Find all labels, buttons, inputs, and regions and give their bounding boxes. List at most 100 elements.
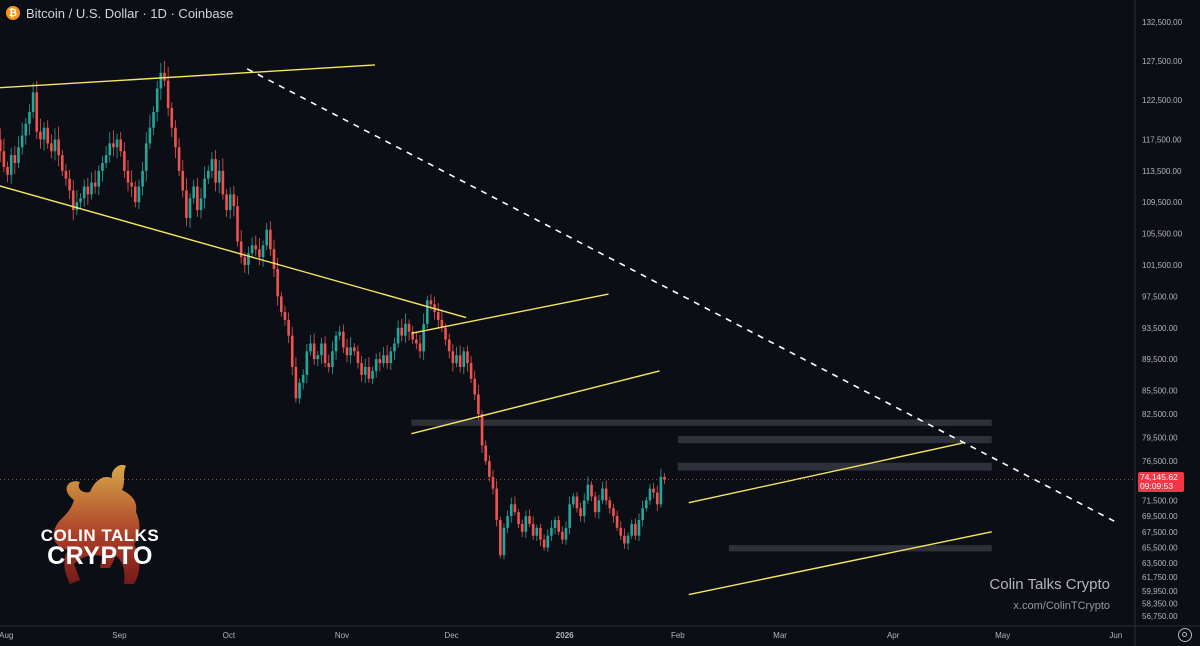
candle-body (535, 527, 539, 536)
candle-body (148, 127, 152, 144)
candle-body (407, 323, 411, 332)
candle-body (258, 249, 261, 258)
x-tick-label: Aug (0, 631, 13, 640)
candle-body (652, 488, 655, 493)
candle-body (9, 155, 13, 175)
candle-body (546, 535, 550, 548)
trendline-feb-channel-lower (688, 531, 992, 596)
last-price-countdown: 09:09:53 (1140, 480, 1174, 491)
candle-body (123, 151, 126, 171)
y-tick-label: 76,500.00 (1142, 457, 1178, 466)
candle-body (389, 351, 393, 364)
candle-body (378, 359, 382, 364)
candle-body (488, 461, 491, 477)
y-tick-label: 93,500.00 (1142, 324, 1178, 333)
candle-body (586, 484, 590, 501)
candle-body (247, 253, 250, 265)
trendline-major-downtrend (246, 68, 1120, 525)
support-zone (728, 545, 992, 552)
candle-body (531, 523, 535, 536)
candle-body (177, 147, 181, 171)
candle-body (495, 488, 498, 520)
candle-body (141, 170, 144, 187)
candle-body (342, 331, 345, 348)
candle-body (353, 347, 356, 352)
candle-body (13, 155, 17, 163)
candle-body (663, 476, 666, 480)
candle-body (283, 312, 287, 320)
candle-body (506, 516, 509, 528)
y-tick-label: 127,500.00 (1142, 57, 1183, 66)
candle-body (334, 335, 338, 352)
colin-talks-crypto-logo: COLIN TALKS CRYPTO (30, 460, 170, 600)
trendline-upper-wedge (0, 64, 375, 89)
candle-body (396, 327, 400, 344)
trendline-dec-lower (411, 370, 660, 435)
candle-body (429, 300, 433, 305)
logo-line1: COLIN TALKS (40, 526, 160, 545)
y-tick-label: 61,750.00 (1142, 573, 1178, 582)
x-tick-label: Feb (671, 631, 685, 640)
settings-icon[interactable] (1178, 628, 1192, 642)
candle-body (601, 488, 604, 501)
candle-body (93, 182, 97, 187)
candle-body (553, 520, 557, 528)
candle-body (155, 88, 159, 112)
candle-body (499, 520, 502, 556)
candle-body (232, 194, 236, 207)
candle-body (214, 159, 217, 183)
candle-body (415, 339, 418, 344)
candle-body (261, 245, 265, 258)
candle-body (254, 245, 258, 250)
candle-body (320, 343, 323, 356)
candle-body (623, 535, 626, 544)
candle-body (634, 523, 637, 536)
candle-body (42, 127, 46, 140)
y-tick-label: 117,500.00 (1142, 135, 1182, 144)
trendline-lower-wedge (0, 185, 467, 319)
candle-body (422, 323, 425, 352)
candle-body (199, 198, 203, 211)
support-zone (677, 462, 992, 471)
candle-body (207, 170, 210, 179)
candle-body (39, 131, 42, 140)
candle-body (520, 523, 524, 532)
candle-body (6, 166, 9, 175)
candle-body (473, 378, 477, 395)
x-tick-label: Nov (335, 631, 349, 640)
symbol-title[interactable]: Bitcoin / U.S. Dollar · 1D · Coinbase (26, 5, 234, 21)
candle-body (327, 363, 331, 367)
candle-body (542, 539, 546, 548)
candle-body (469, 363, 473, 379)
y-tick-label: 71,500.00 (1142, 496, 1178, 505)
bull-icon (53, 464, 140, 584)
candle-body (524, 516, 528, 532)
y-tick-label: 105,500.00 (1142, 230, 1183, 239)
candle-body (608, 500, 612, 509)
watermark-name: Colin Talks Crypto (989, 576, 1110, 593)
candle-body (75, 202, 79, 211)
candle-body (166, 80, 170, 109)
candle-body (79, 198, 82, 203)
candle-body (400, 327, 404, 336)
candle-body (480, 414, 484, 446)
candle-body (645, 500, 648, 509)
candle-body (411, 331, 414, 340)
candle-body (90, 182, 93, 195)
x-tick-label: Apr (887, 631, 900, 640)
candle-body (382, 355, 385, 364)
y-tick-label: 59,950.00 (1142, 587, 1178, 596)
candle-body (385, 355, 389, 364)
support-zone (677, 436, 992, 444)
candle-body (462, 351, 466, 367)
x-tick-label: Oct (223, 631, 236, 640)
candle-body (236, 206, 239, 242)
candle-body (20, 135, 24, 148)
candle-body (287, 319, 290, 336)
candle-body (82, 186, 86, 199)
candle-body (64, 170, 68, 179)
candle-body (108, 143, 112, 156)
candle-body (31, 92, 35, 112)
candle-body (612, 508, 615, 517)
